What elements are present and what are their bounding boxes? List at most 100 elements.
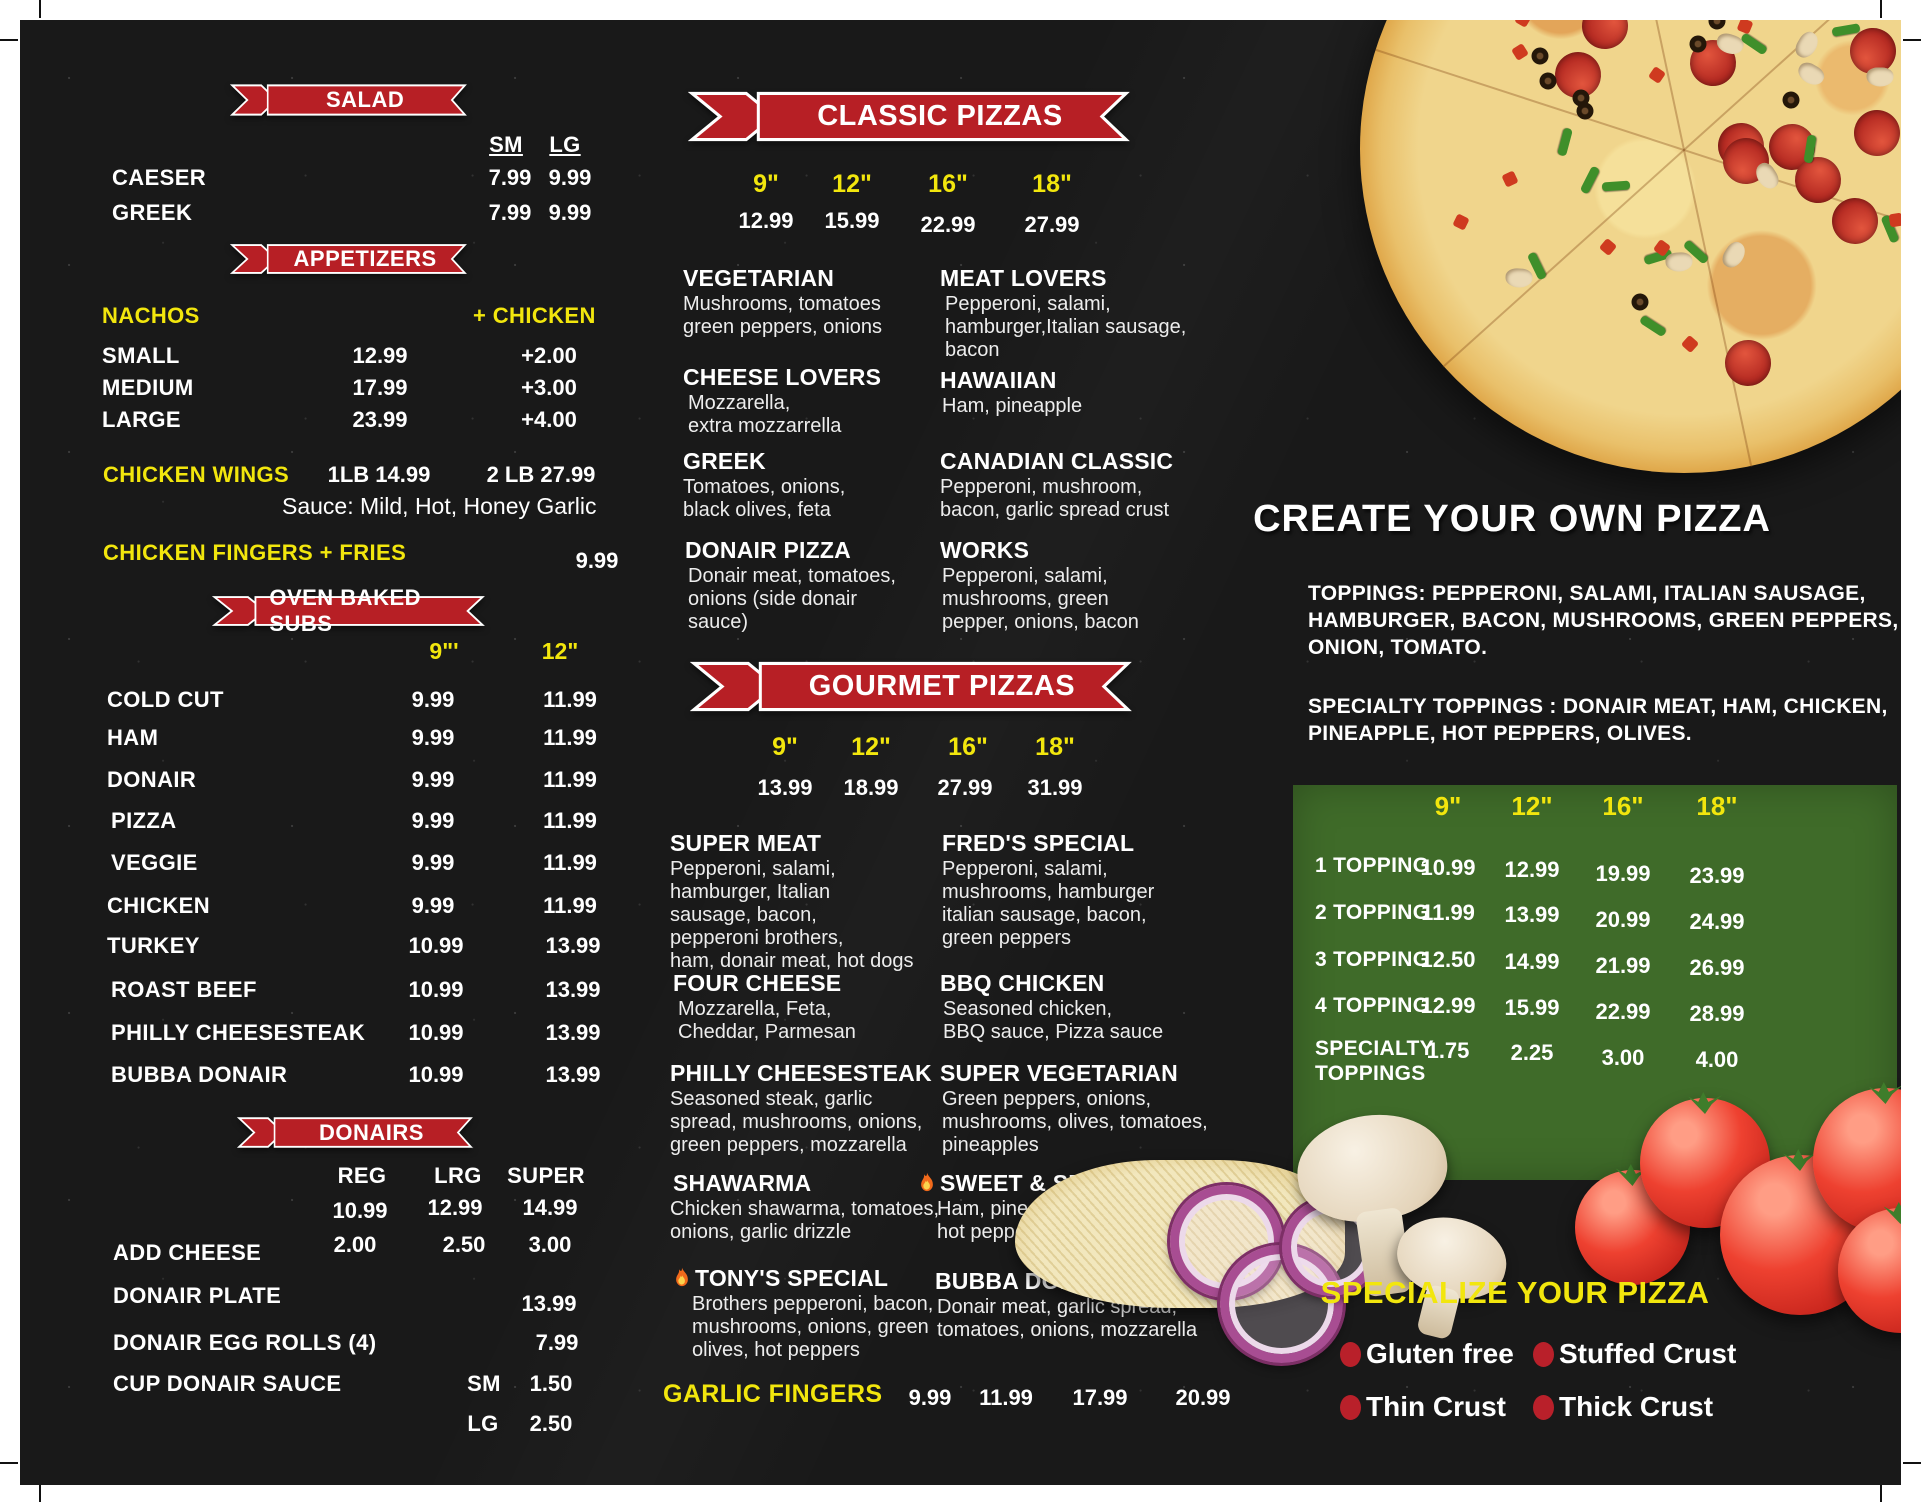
pizza-name: GREEK [683,448,766,474]
pizza-name: CHEESE LOVERS [683,364,882,390]
menu-item: GREEK [112,200,193,225]
item-price: 10.99 [408,1062,464,1087]
item-price: 2.50 [529,1411,573,1436]
pizza-topping [1501,169,1519,188]
table-row-label: 1 TOPPING [1315,854,1430,877]
menu-item: ROAST BEEF [111,977,257,1002]
item-price: 14.99 [522,1195,578,1220]
pizza-name: FRED'S SPECIAL [942,830,1135,856]
size-price: 12.99 [738,208,794,233]
pizza-desc: Seasoned chicken, BBQ sauce, Pizza sauce [943,998,1164,1043]
table-price: 24.99 [1689,909,1745,934]
pizza-topping [1888,212,1901,228]
table-price: 13.99 [1504,902,1560,927]
crust-option: Thin Crust [1366,1391,1506,1422]
salad-col-lg: LG [549,132,581,157]
pizza-name: DONAIR PIZZA [685,537,851,563]
item-price: 7.99 [488,165,532,190]
red-dot-icon [1340,1342,1361,1367]
size-header: 12" [832,170,872,198]
donairs-col-super: SUPER [507,1163,585,1188]
pizza-topping [1510,43,1529,62]
menu-item: TURKEY [107,933,200,958]
pizza-name: PHILLY CHEESESTEAK [670,1060,932,1086]
pizza-name: WORKS [940,537,1030,563]
pizza-topping [1628,290,1652,314]
item-price: 2.50 [442,1232,486,1257]
toppings-paragraph: TOPPINGS: PEPPERONI, SALAMI, ITALIAN SAU… [1308,582,1899,659]
pizza-topping [1580,165,1601,195]
pizza-topping [1505,268,1533,289]
crust-option: Stuffed Crust [1559,1338,1737,1369]
item-price: 9.99 [411,850,455,875]
menu-item: BUBBA DONAIR [111,1062,288,1087]
red-dot-icon [1533,1342,1554,1367]
pizza-desc: Green peppers, onions, mushrooms, olives… [942,1088,1208,1156]
nachos-label: NACHOS [102,303,200,328]
table-price: 2.25 [1510,1040,1554,1065]
item-price: 9.99 [548,200,592,225]
pizza-desc: Mozzarella, Feta, Cheddar, Parmesan [678,998,856,1043]
pizza-topping [1638,314,1668,338]
pizza-topping [1850,106,1901,160]
item-price: +3.00 [521,375,577,400]
item-price: 10.99 [408,1020,464,1045]
table-price: 12.99 [1420,993,1476,1018]
table-row-label: 2 TOPPING [1315,901,1430,924]
flame-icon [921,1172,933,1192]
crop-mark [1903,39,1921,41]
table-row-label: SPECIALTY TOPPINGS [1315,1037,1434,1085]
size-price: 27.99 [1024,212,1080,237]
pizza-topping [1717,332,1779,394]
size-header: 16" [928,170,968,198]
pizza-name: SUPER MEAT [670,830,822,856]
size-price: 27.99 [937,775,993,800]
item-price: 17.99 [352,375,408,400]
add-chicken-label: + CHICKEN [473,303,596,328]
subs-col-9: 9"' [429,638,459,664]
size-header: 9" [753,170,779,198]
menu-item: HAM [107,725,159,750]
pizza-name: SHAWARMA [673,1170,812,1196]
item-price: 9.99 [411,687,455,712]
pizza-topping [1557,127,1573,157]
donairs-col-lrg: LRG [434,1163,482,1188]
salad-banner: SALAD [230,80,467,120]
table-price: 15.99 [1504,995,1560,1020]
pizza-topping [1575,20,1634,55]
size-header: 16" [1602,791,1644,821]
item-price: 13.99 [545,977,601,1002]
table-price: 3.00 [1601,1045,1645,1070]
red-dot-icon [1340,1395,1361,1420]
pizza-topping [1680,334,1700,354]
crust-option: Gluten free [1366,1338,1514,1369]
chalkboard: SALAD SM LG CAESER 7.99 9.99 GREEK 7.99 … [20,20,1901,1485]
pizza-topping [1718,238,1749,272]
crop-mark [39,1484,41,1502]
table-price: 28.99 [1689,1001,1745,1026]
crop-mark [0,39,18,41]
pizza-topping [1513,20,1532,29]
flame-icon [676,1267,688,1287]
pizza-topping [1831,197,1880,246]
pizza-name: CANADIAN CLASSIC [940,448,1174,474]
item-price: 9.99 [411,893,455,918]
item-price: 10.99 [408,977,464,1002]
pizza-topping [1529,45,1551,67]
pizza-topping [1601,180,1630,192]
item-price: 13.99 [545,933,601,958]
size-header: 12" [851,733,891,761]
pizza-desc: Pepperoni, mushroom, bacon, garlic sprea… [940,476,1170,521]
menu-item: VEGGIE [111,850,198,875]
size-header: 9" [772,733,798,761]
pizza-desc: Brothers pepperoni, bacon, mushrooms, on… [692,1293,934,1361]
banner-label: CLASSIC PIZZAS [817,100,1063,132]
pizza-desc: Pepperoni, salami, mushrooms, green pepp… [942,565,1139,633]
banner-label: OVEN BAKED SUBS [269,585,422,636]
gourmet-pizzas-banner: GOURMET PIZZAS [690,655,1132,718]
item-price: 2.00 [333,1232,377,1257]
crop-mark [39,0,41,18]
item-price: 11.99 [543,808,597,833]
table-price: 11.99 [1421,900,1475,925]
menu-item: PIZZA [111,808,177,833]
